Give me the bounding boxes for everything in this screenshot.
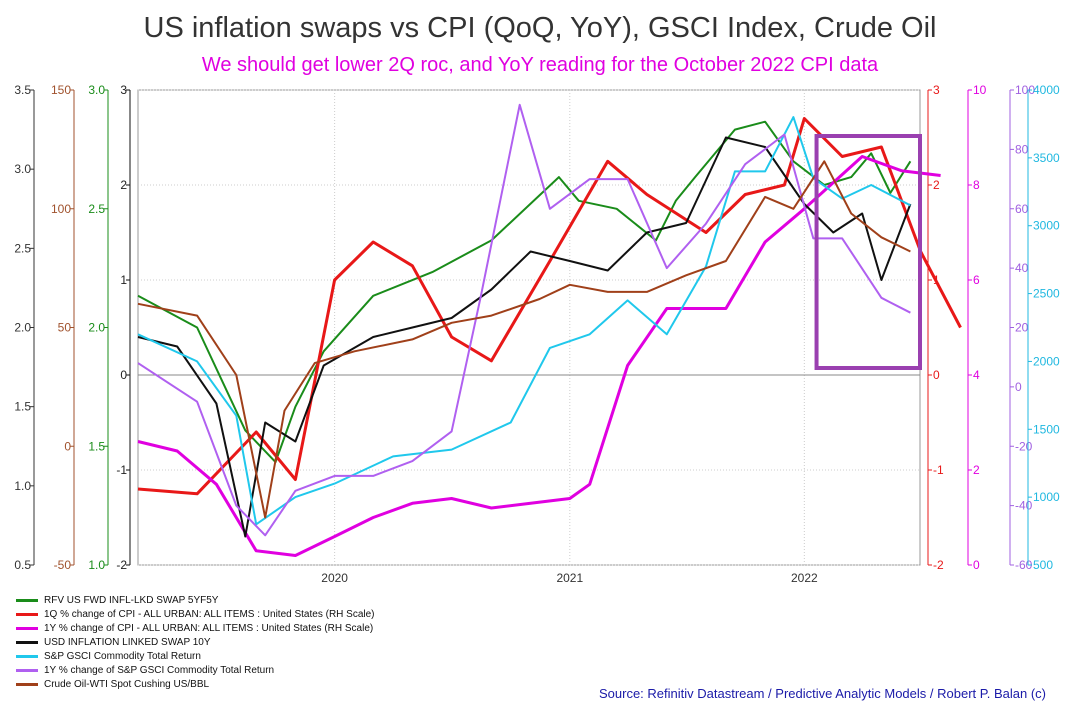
legend-label: 1Q % change of CPI - ALL URBAN: ALL ITEM…: [44, 608, 375, 620]
axis-tick-label: 0: [64, 439, 71, 453]
legend-label: S&P GSCI Commodity Total Return: [44, 650, 201, 662]
axis-tick-label: 60: [1015, 202, 1029, 216]
axis-tick-label: 50: [58, 321, 72, 335]
axis-tick-label: 2.0: [14, 321, 31, 335]
legend-item: RFV US FWD INFL-LKD SWAP 5YF5Y: [16, 593, 375, 607]
legend: RFV US FWD INFL-LKD SWAP 5YF5Y 1Q % chan…: [16, 593, 375, 691]
axis-tick-label: 8: [973, 178, 980, 192]
axis-tick-label: 150: [51, 83, 71, 97]
axis-tick-label: 0: [973, 558, 980, 572]
axis-tick-label: 2500: [1033, 287, 1060, 301]
series-line: [137, 136, 912, 538]
legend-label: Crude Oil-WTI Spot Cushing US/BBL: [44, 678, 210, 690]
axis-tick-label: 1.0: [88, 558, 105, 572]
source-note: Source: Refinitiv Datastream / Predictiv…: [598, 686, 1046, 701]
legend-item: Crude Oil-WTI Spot Cushing US/BBL: [16, 677, 375, 691]
axis-tick-label: 100: [1015, 83, 1035, 97]
legend-swatch: [16, 668, 38, 672]
axis-tick-label: 2.5: [88, 202, 105, 216]
axis-tick-label: 3.0: [14, 162, 31, 176]
axis-tick-label: 20: [1015, 321, 1029, 335]
legend-swatch: [16, 682, 38, 686]
legend-item: 1Y % change of S&P GSCI Commodity Total …: [16, 663, 375, 677]
axis-tick-label: 2: [933, 178, 940, 192]
axis-tick-label: 40: [1015, 261, 1029, 275]
axis-tick-label: 0: [120, 368, 127, 382]
axis-tick-label: 1000: [1033, 490, 1060, 504]
axis-tick-label: 3: [120, 83, 127, 97]
legend-swatch: [16, 654, 38, 658]
axis-tick-label: 1: [120, 273, 127, 287]
axis-tick-label: 1.0: [14, 479, 31, 493]
series-line: [137, 117, 962, 496]
axis-tick-label: 1.5: [14, 400, 31, 414]
axis-tick-label: 3000: [1033, 219, 1060, 233]
axis-tick-label: 2.0: [88, 321, 105, 335]
axis-tick-label: 1.5: [88, 439, 105, 453]
chart-title: US inflation swaps vs CPI (QoQ, YoY), GS…: [143, 12, 937, 44]
legend-label: 1Y % change of CPI - ALL URBAN: ALL ITEM…: [44, 622, 374, 634]
series-line: [137, 116, 911, 526]
series-line: [137, 160, 911, 519]
legend-item: S&P GSCI Commodity Total Return: [16, 649, 375, 663]
legend-item: USD INFLATION LINKED SWAP 10Y: [16, 635, 375, 649]
axis-tick-label: 500: [1033, 558, 1053, 572]
legend-swatch: [16, 612, 38, 616]
legend-swatch: [16, 640, 38, 644]
axis-tick-label: -20: [1015, 439, 1033, 453]
legend-label: 1Y % change of S&P GSCI Commodity Total …: [44, 664, 275, 676]
axis-tick-label: 0.5: [14, 558, 31, 572]
axis-tick-label: 100: [51, 202, 71, 216]
legend-label: RFV US FWD INFL-LKD SWAP 5YF5Y: [44, 594, 219, 606]
chart-subtitle: We should get lower 2Q roc, and YoY read…: [201, 54, 879, 76]
legend-item: 1Y % change of CPI - ALL URBAN: ALL ITEM…: [16, 621, 375, 635]
axis-tick-label: 6: [973, 273, 980, 287]
axis-tick-label: 4000: [1033, 83, 1060, 97]
axis-tick-label: 3.5: [14, 83, 31, 97]
axis-tick-label: 4: [973, 368, 980, 382]
x-tick-label: 2022: [791, 571, 818, 585]
axis-tick-label: 1500: [1033, 422, 1060, 436]
axis-tick-label: 2.5: [14, 241, 31, 255]
axis-tick-label: 0: [933, 368, 940, 382]
axis-tick-label: -1: [933, 463, 944, 477]
legend-swatch: [16, 626, 38, 630]
legend-label: USD INFLATION LINKED SWAP 10Y: [44, 636, 211, 648]
legend-swatch: [16, 598, 38, 602]
series-line: [137, 103, 911, 537]
axis-tick-label: 10: [973, 83, 987, 97]
x-tick-label: 2020: [321, 571, 348, 585]
axis-tick-label: 3: [933, 83, 940, 97]
axis-tick-label: 0: [1015, 380, 1022, 394]
axis-tick-label: 3.0: [88, 83, 105, 97]
axis-tick-label: 3500: [1033, 151, 1060, 165]
legend-item: 1Q % change of CPI - ALL URBAN: ALL ITEM…: [16, 607, 375, 621]
axis-tick-label: -50: [54, 558, 72, 572]
axis-tick-label: 80: [1015, 142, 1029, 156]
plot-frame: [137, 89, 921, 566]
axis-tick-label: 2: [973, 463, 980, 477]
axis-tick-label: -2: [933, 558, 944, 572]
highlight-box: [814, 134, 922, 370]
series-line: [137, 155, 941, 557]
axis-tick-label: -1: [116, 463, 127, 477]
axis-tick-label: 2000: [1033, 354, 1060, 368]
axis-tick-label: -40: [1015, 499, 1033, 513]
axis-tick-label: -2: [116, 558, 127, 572]
axis-tick-label: 2: [120, 178, 127, 192]
x-tick-label: 2021: [556, 571, 583, 585]
